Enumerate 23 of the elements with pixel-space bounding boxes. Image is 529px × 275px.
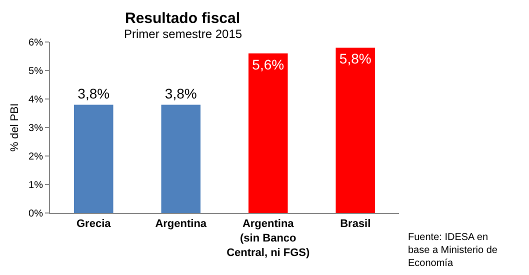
x-tick-label: Argentina (sin Banco Central, ni FGS) — [226, 218, 310, 259]
bar — [336, 48, 376, 213]
y-tick-label: 5% — [28, 66, 44, 77]
data-label: 5,8% — [339, 50, 372, 67]
source-note: Fuente: IDESA en base a Ministerio de Economía — [408, 232, 498, 269]
data-label: 3,8% — [164, 86, 197, 102]
y-tick-label: 3% — [28, 123, 44, 134]
chart-title: Resultado fiscal — [125, 10, 240, 27]
y-tick-label: 2% — [28, 152, 44, 162]
y-tick-label: 1% — [28, 180, 44, 191]
chart-subtitle: Primer semestre 2015 — [124, 27, 242, 41]
y-tick-label: 0% — [28, 208, 44, 220]
y-axis-title: % del PBI — [9, 103, 21, 152]
x-tick-label: Argentina — [155, 218, 208, 230]
bar — [248, 53, 288, 213]
x-tick-label: Grecia — [76, 218, 112, 230]
y-tick-label: 6% — [28, 38, 44, 48]
bar — [74, 104, 114, 213]
data-label: 5,6% — [252, 56, 284, 72]
data-label: 3,8% — [78, 86, 110, 102]
y-tick-label: 4% — [28, 94, 44, 106]
bar — [161, 104, 201, 213]
x-tick-label: Brasil — [340, 218, 371, 230]
